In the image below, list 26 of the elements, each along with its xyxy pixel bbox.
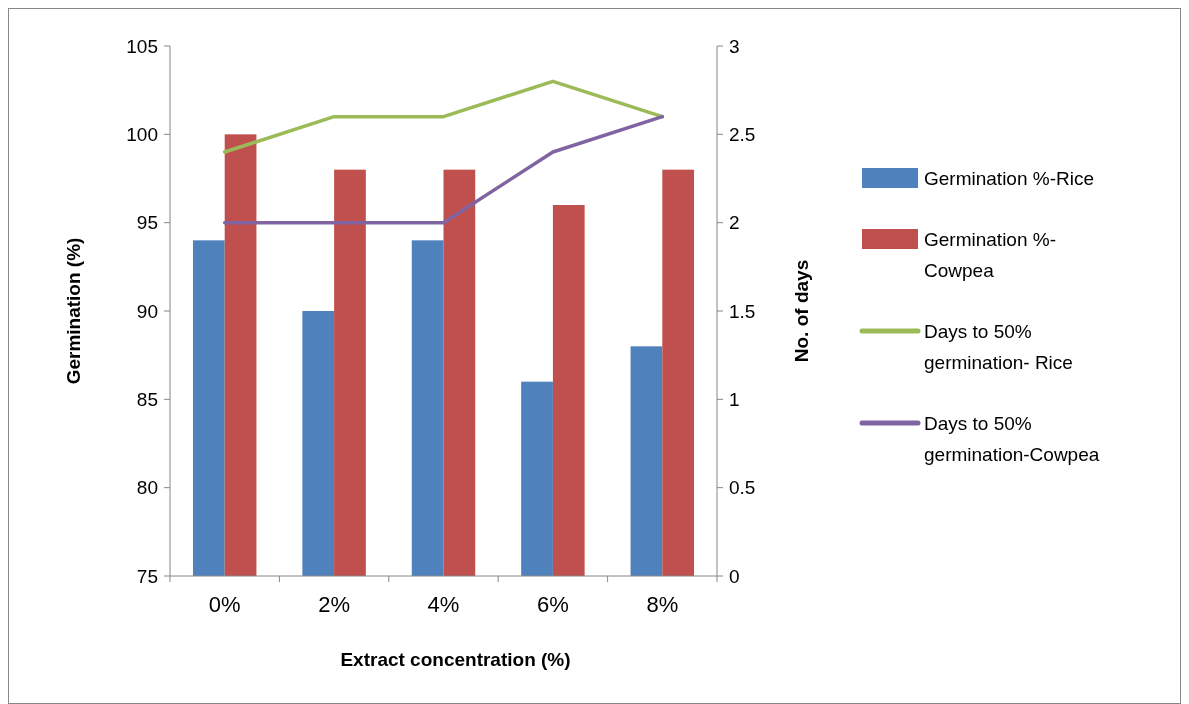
y2-axis-title: No. of days: [791, 259, 812, 363]
y-tick-label: 100: [126, 123, 158, 145]
y2-tick-label: 3: [729, 35, 740, 57]
x-tick-label: 8%: [646, 592, 679, 617]
y2-tick-label: 1.5: [729, 300, 756, 322]
x-tick-label: 6%: [537, 592, 569, 617]
y-axis-title: Germination (%): [63, 237, 84, 385]
legend-label: Days to 50% germination-Cowpea: [924, 412, 1100, 465]
y2-tick-label: 2.5: [729, 123, 756, 145]
x-tick-label: 2%: [318, 592, 350, 617]
y-tick-label: 90: [136, 300, 158, 322]
y-tick-label: 105: [126, 35, 158, 57]
y2-tick-label: 0: [729, 565, 740, 587]
y-tick-label: 80: [136, 477, 158, 499]
y2-tick-label: 0.5: [729, 477, 756, 499]
y-tick-label: 95: [136, 212, 158, 234]
x-tick-label: 0%: [208, 592, 241, 617]
legend-label: Germination %-Rice: [924, 167, 1094, 189]
x-tick-label: 4%: [427, 592, 460, 617]
legend-label: Germination %-Cowpea: [924, 228, 1056, 281]
y2-tick-label: 1: [729, 388, 740, 410]
y-tick-label: 75: [136, 565, 158, 587]
y2-tick-label: 2: [729, 212, 740, 234]
legend-label: Days to 50% germination- Rice: [924, 320, 1073, 373]
x-axis-title: Extract concentration (%): [340, 649, 571, 670]
y-tick-label: 85: [136, 388, 158, 410]
